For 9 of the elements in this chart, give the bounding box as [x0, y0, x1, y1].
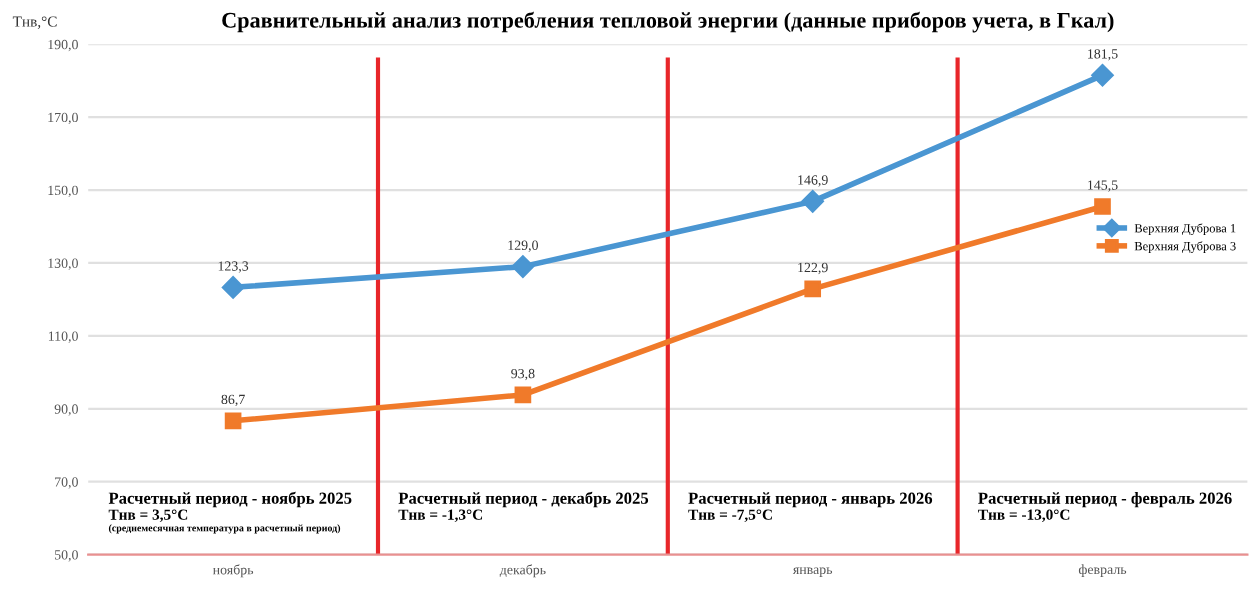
- chart-title: Сравнительный анализ потребления тепловой энергии (данные приборов учета, в Гкал): [222, 11, 1114, 33]
- point: [801, 190, 824, 213]
- point: [224, 412, 242, 430]
- point: [511, 255, 535, 278]
- point: [1091, 64, 1114, 87]
- point: [804, 280, 822, 298]
- point: [514, 386, 532, 404]
- point: [1094, 198, 1111, 215]
- point: [221, 276, 245, 299]
